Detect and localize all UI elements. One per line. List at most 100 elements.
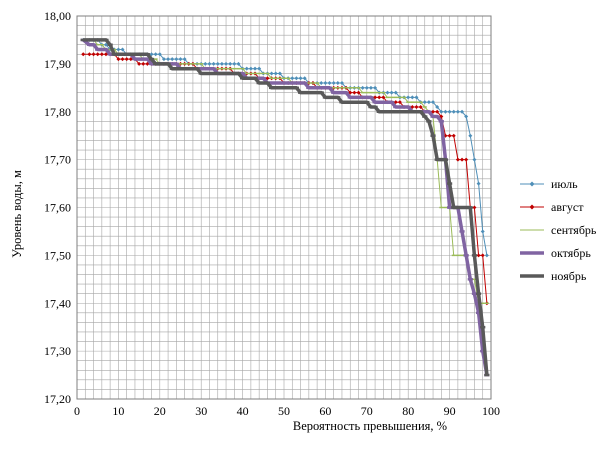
data-point — [87, 52, 92, 57]
data-point — [277, 71, 282, 76]
legend-label: август — [551, 200, 584, 214]
data-point — [393, 100, 398, 105]
data-point — [248, 66, 253, 71]
data-point — [141, 61, 146, 66]
data-point — [360, 85, 365, 90]
data-point — [368, 85, 373, 90]
data-point — [455, 109, 460, 114]
series-group — [80, 37, 490, 377]
data-point — [356, 90, 361, 95]
data-point — [373, 85, 378, 90]
data-point — [157, 52, 162, 57]
x-tick-label: 100 — [482, 404, 500, 418]
data-point — [153, 52, 158, 57]
data-point — [116, 57, 121, 62]
data-point — [385, 90, 390, 95]
data-point — [219, 61, 224, 66]
data-point — [224, 61, 229, 66]
legend: июль август сентябрь октябрь ноябрь — [520, 177, 597, 283]
x-tick-label: 90 — [444, 404, 456, 418]
data-point — [327, 81, 332, 86]
data-point — [161, 57, 166, 62]
data-point — [435, 104, 440, 109]
x-tick-label: 50 — [278, 404, 290, 418]
data-point — [364, 85, 369, 90]
data-point — [137, 61, 142, 66]
data-point — [451, 133, 456, 138]
data-point — [116, 47, 121, 52]
legend-item: ноябрь — [520, 269, 587, 283]
data-point — [393, 90, 398, 95]
data-point — [211, 61, 216, 66]
y-tick-labels: 17,20 17,30 17,40 17,50 17,60 17,70 17,80 17,90… — [44, 9, 71, 406]
data-point — [120, 47, 125, 52]
data-point — [480, 229, 485, 234]
data-point — [203, 61, 208, 66]
y-tick-label: 17,30 — [44, 344, 71, 358]
data-point — [468, 133, 473, 138]
axes — [76, 15, 492, 400]
legend-marker — [529, 181, 535, 187]
data-point — [253, 66, 258, 71]
data-point — [339, 81, 344, 86]
data-point — [215, 61, 220, 66]
data-point — [464, 114, 469, 119]
data-point — [178, 57, 183, 62]
data-point — [91, 52, 96, 57]
legend-item: сентябрь — [520, 223, 597, 237]
data-point — [319, 81, 324, 86]
data-point — [406, 95, 411, 100]
data-point — [443, 109, 448, 114]
data-point — [298, 76, 303, 81]
data-point — [422, 100, 427, 105]
y-tick-label: 17,60 — [44, 201, 71, 215]
y-tick-label: 17,50 — [44, 248, 71, 262]
data-point — [170, 57, 175, 62]
data-point — [228, 61, 233, 66]
data-point — [207, 61, 212, 66]
data-point — [302, 76, 307, 81]
data-point — [410, 95, 415, 100]
data-point — [331, 81, 336, 86]
y-tick-label: 17,80 — [44, 105, 71, 119]
data-point — [447, 109, 452, 114]
x-tick-label: 0 — [74, 404, 80, 418]
data-point — [269, 71, 274, 76]
data-point — [335, 81, 340, 86]
data-point — [484, 253, 489, 258]
data-point — [414, 95, 419, 100]
data-point — [426, 100, 431, 105]
data-point — [166, 57, 171, 62]
data-point — [431, 100, 436, 105]
data-point — [352, 90, 357, 95]
data-point — [451, 109, 456, 114]
data-point — [273, 71, 278, 76]
data-point — [460, 109, 465, 114]
data-point — [476, 253, 481, 258]
x-tick-label: 30 — [195, 404, 207, 418]
data-point — [232, 61, 237, 66]
data-point — [472, 157, 477, 162]
y-tick-label: 18,00 — [44, 9, 71, 23]
x-axis-title: Вероятность превышения, % — [293, 419, 447, 433]
data-point — [236, 61, 241, 66]
data-point — [294, 76, 299, 81]
legend-label: июль — [551, 177, 578, 191]
y-axis-title: Уровень воды, м — [10, 170, 24, 258]
data-point — [120, 57, 125, 62]
data-point — [257, 66, 262, 71]
data-point — [99, 52, 104, 57]
x-tick-label: 10 — [112, 404, 124, 418]
data-point — [290, 76, 295, 81]
data-point — [244, 66, 249, 71]
data-point — [447, 133, 452, 138]
data-point — [389, 90, 394, 95]
plot-area-frame — [76, 15, 492, 400]
data-point — [414, 104, 419, 109]
x-tick-label: 60 — [319, 404, 331, 418]
data-point — [182, 57, 187, 62]
series-5 — [80, 38, 490, 377]
